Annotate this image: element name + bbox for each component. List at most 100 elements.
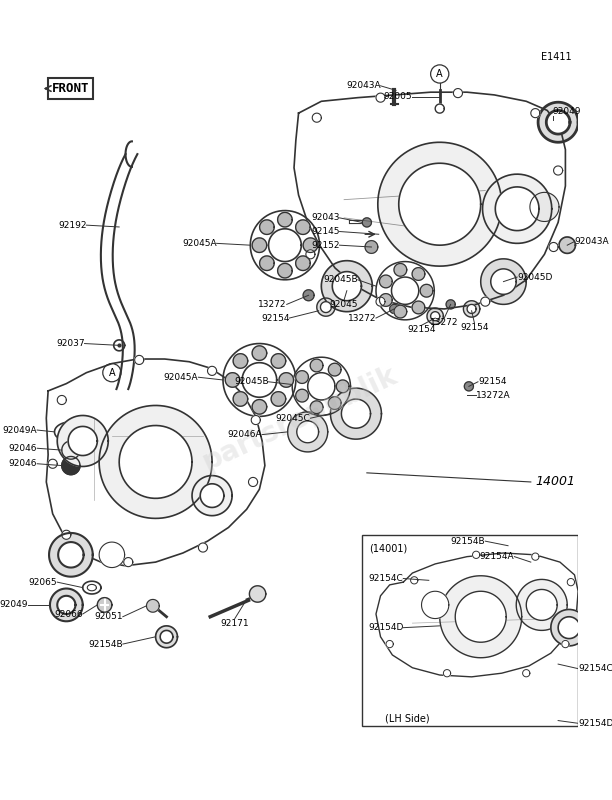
Text: A: A	[436, 69, 443, 79]
Text: 92154C: 92154C	[578, 664, 612, 673]
Polygon shape	[551, 610, 588, 646]
Polygon shape	[306, 250, 315, 259]
Polygon shape	[288, 412, 327, 452]
Polygon shape	[378, 142, 502, 266]
Polygon shape	[379, 275, 392, 288]
Polygon shape	[68, 426, 97, 455]
Polygon shape	[50, 589, 83, 622]
Polygon shape	[252, 399, 267, 414]
Polygon shape	[392, 277, 419, 304]
Polygon shape	[440, 576, 521, 658]
Polygon shape	[58, 415, 108, 466]
Text: 92066: 92066	[54, 610, 83, 618]
Text: 92152: 92152	[311, 241, 340, 250]
Polygon shape	[248, 478, 258, 486]
Polygon shape	[269, 229, 301, 262]
Polygon shape	[411, 577, 418, 584]
Text: 13272A: 13272A	[476, 391, 511, 400]
Polygon shape	[296, 256, 310, 270]
Text: 92154: 92154	[478, 378, 507, 386]
Polygon shape	[443, 670, 450, 677]
Text: 92065: 92065	[29, 578, 58, 586]
Polygon shape	[119, 426, 192, 498]
Polygon shape	[549, 242, 558, 251]
Polygon shape	[562, 641, 569, 648]
Polygon shape	[547, 110, 570, 134]
Polygon shape	[321, 261, 372, 312]
Polygon shape	[386, 641, 394, 648]
Polygon shape	[394, 263, 407, 276]
Polygon shape	[310, 359, 323, 372]
Polygon shape	[420, 284, 433, 297]
Text: (14001): (14001)	[370, 544, 408, 554]
Text: 92037: 92037	[56, 339, 84, 348]
Polygon shape	[567, 578, 575, 586]
Polygon shape	[155, 626, 177, 648]
Polygon shape	[412, 268, 425, 280]
Polygon shape	[207, 366, 217, 375]
Polygon shape	[532, 553, 539, 560]
Polygon shape	[242, 362, 277, 398]
Polygon shape	[99, 406, 212, 518]
Polygon shape	[252, 238, 267, 253]
Polygon shape	[62, 457, 80, 474]
Text: 92045D: 92045D	[517, 273, 553, 282]
Polygon shape	[225, 373, 240, 387]
Polygon shape	[317, 298, 335, 316]
Polygon shape	[427, 308, 443, 325]
Polygon shape	[455, 591, 506, 642]
Text: 92049: 92049	[0, 601, 28, 610]
Polygon shape	[376, 262, 435, 320]
Polygon shape	[399, 163, 480, 245]
Polygon shape	[465, 382, 474, 391]
Text: 13272: 13272	[258, 300, 287, 309]
Text: (LH Side): (LH Side)	[385, 714, 430, 723]
Polygon shape	[308, 373, 335, 400]
Text: 92154: 92154	[407, 326, 436, 334]
Polygon shape	[278, 263, 292, 278]
Polygon shape	[365, 241, 378, 254]
Polygon shape	[517, 579, 567, 630]
Polygon shape	[463, 301, 480, 317]
Polygon shape	[394, 306, 407, 318]
Text: 92154: 92154	[460, 322, 488, 331]
Polygon shape	[321, 302, 331, 313]
Polygon shape	[379, 294, 392, 306]
Polygon shape	[271, 354, 286, 368]
Polygon shape	[278, 212, 292, 227]
Polygon shape	[252, 346, 267, 360]
Polygon shape	[332, 271, 362, 301]
Text: 14001: 14001	[536, 475, 575, 489]
Polygon shape	[233, 392, 248, 406]
Text: 92154C: 92154C	[368, 574, 403, 583]
Polygon shape	[341, 399, 370, 428]
Text: 92154A: 92154A	[480, 552, 515, 561]
Polygon shape	[250, 210, 319, 280]
Text: 13272: 13272	[430, 318, 458, 327]
Text: 92045A: 92045A	[164, 373, 198, 382]
Polygon shape	[124, 558, 133, 566]
Text: 92171: 92171	[220, 618, 249, 627]
Text: 92046A: 92046A	[228, 430, 262, 439]
Polygon shape	[554, 166, 562, 175]
Polygon shape	[62, 441, 80, 459]
Polygon shape	[330, 388, 381, 439]
Polygon shape	[223, 343, 296, 416]
Polygon shape	[48, 459, 58, 468]
Polygon shape	[412, 301, 425, 314]
Polygon shape	[446, 300, 455, 309]
Polygon shape	[250, 586, 266, 602]
Polygon shape	[453, 89, 463, 98]
Polygon shape	[328, 397, 341, 410]
Polygon shape	[99, 542, 125, 567]
Text: 92045B: 92045B	[234, 378, 269, 386]
Polygon shape	[198, 543, 207, 552]
Text: 92049: 92049	[553, 107, 581, 116]
Polygon shape	[310, 401, 323, 414]
Polygon shape	[362, 218, 371, 227]
Text: 92005: 92005	[384, 92, 412, 102]
Polygon shape	[495, 187, 539, 230]
Polygon shape	[422, 591, 449, 618]
Polygon shape	[312, 113, 321, 122]
Text: A: A	[108, 368, 115, 378]
